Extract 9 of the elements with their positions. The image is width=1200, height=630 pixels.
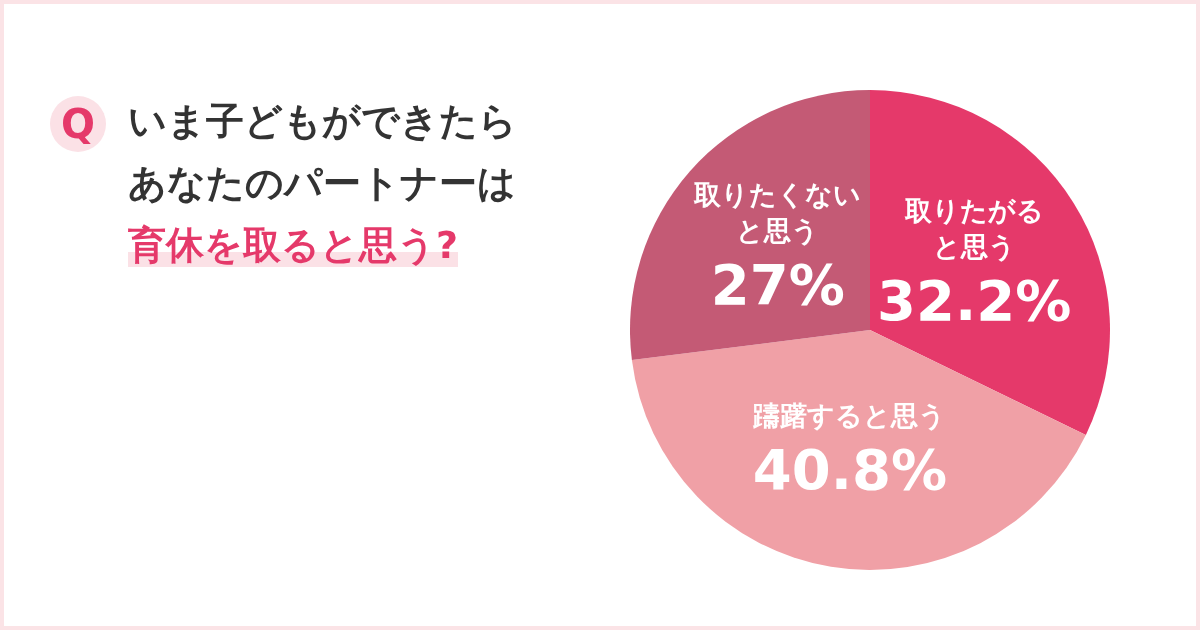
data-label: 27% xyxy=(710,252,845,318)
slice-label: 躊躇すると思う xyxy=(752,399,947,431)
text: Q xyxy=(50,96,106,152)
data-label: 32.2% xyxy=(877,268,1072,334)
slice-label: 取りたくないと思う xyxy=(693,179,862,247)
slice-label: 取りたがると思う xyxy=(903,195,1044,263)
text: いま子どもができたらあなたのパートナーは xyxy=(128,99,517,205)
text: 育休を取ると思う? xyxy=(128,223,459,267)
data-label: 40.8% xyxy=(752,436,948,502)
